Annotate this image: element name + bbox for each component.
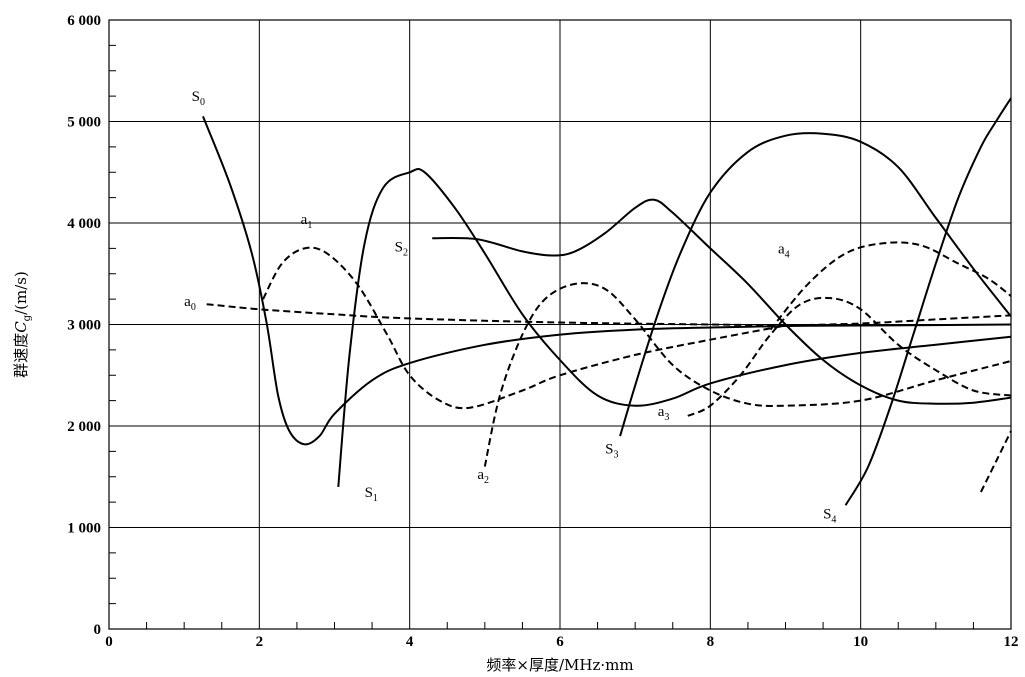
curve-label-a0: a0 (184, 294, 196, 313)
x-tick-label: 0 (105, 634, 113, 650)
series-s3-line (619, 132, 1012, 437)
x-tick-label: 8 (707, 634, 715, 650)
y-axis-title: 群速度Cg/(m/s) (12, 271, 33, 378)
series-a1-line (262, 246, 786, 410)
x-tick-label: 10 (853, 634, 868, 650)
series-a3-line (687, 296, 1012, 417)
series-s4-line (844, 97, 1012, 506)
x-tick-labels: 0 2 4 6 8 10 12 (105, 634, 1018, 650)
y-axis-title-prefix: 群速度 (12, 333, 30, 378)
y-tick-label: 4 000 (67, 216, 101, 232)
x-axis-title: 频率×厚度/MHz·mm (486, 656, 633, 674)
curve-label-a2: a2 (477, 467, 489, 486)
x-tick-label: 12 (1004, 634, 1019, 650)
minor-ticks (109, 44, 974, 629)
series-a4-line (769, 241, 1012, 331)
x-tick-label: 4 (406, 634, 414, 650)
curve-label-a1: a1 (301, 212, 313, 231)
x-tick-label: 6 (556, 634, 564, 650)
series-a2-line (483, 282, 1012, 467)
series-lines (202, 97, 1012, 506)
curve-label-s3: S3 (605, 441, 618, 460)
y-tick-label: 0 (94, 622, 102, 638)
series-s0-line (202, 116, 1012, 446)
curve-label-s4: S4 (823, 506, 836, 525)
series-unlabeled-line (980, 430, 1012, 493)
y-axis-title-var: C (12, 321, 30, 333)
series-s1-line (337, 167, 1012, 487)
curve-label-a3: a3 (658, 404, 670, 423)
curve-label-s0: S0 (192, 89, 205, 108)
grid (109, 20, 1011, 629)
curve-label-s2: S2 (395, 239, 408, 258)
x-tick-label: 2 (256, 634, 264, 650)
y-tick-label: 3 000 (67, 318, 101, 334)
curve-label-s1: S1 (365, 485, 378, 504)
y-tick-label: 5 000 (67, 115, 101, 131)
series-a0-line (785, 314, 1012, 327)
y-axis-title-unit: /(m/s) (12, 271, 30, 315)
y-tick-label: 6 000 (67, 13, 101, 29)
y-axis-title-sub: g (22, 314, 33, 321)
series-a0-line (206, 303, 786, 327)
curve-label-a4: a4 (778, 241, 790, 260)
y-tick-labels: 0 1 000 2 000 3 000 4 000 5 000 6 000 (67, 13, 101, 638)
curve-labels: S0 S1 S2 S3 S4 a0 a1 a2 a3 a4 (184, 89, 836, 525)
y-tick-label: 1 000 (67, 521, 101, 537)
y-tick-label: 2 000 (67, 419, 101, 435)
